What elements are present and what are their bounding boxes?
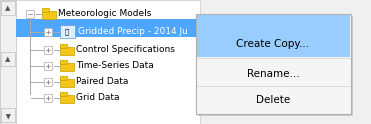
- Bar: [60, 76, 67, 80]
- Bar: [42, 8, 49, 12]
- Bar: [42, 11, 56, 19]
- Bar: [60, 44, 67, 48]
- Bar: [44, 78, 52, 86]
- Bar: [44, 94, 52, 102]
- Text: Time-Series Data: Time-Series Data: [76, 62, 154, 71]
- Text: Control Specifications: Control Specifications: [76, 46, 175, 55]
- Bar: [44, 62, 52, 70]
- Text: 🌧: 🌧: [65, 29, 69, 35]
- Text: Paired Data: Paired Data: [76, 78, 128, 87]
- Bar: [60, 63, 74, 71]
- Bar: [60, 79, 74, 87]
- Text: Meteorologic Models: Meteorologic Models: [58, 10, 151, 18]
- Text: ▲: ▲: [5, 56, 11, 62]
- Bar: [197, 15, 350, 57]
- Text: Gridded Precip - 2014 Ju: Gridded Precip - 2014 Ju: [78, 28, 188, 36]
- Bar: [60, 92, 67, 96]
- Bar: [1, 1, 15, 15]
- Bar: [44, 28, 52, 36]
- Bar: [198, 16, 353, 116]
- Bar: [0, 0, 16, 124]
- Text: ▲: ▲: [5, 5, 11, 11]
- Bar: [60, 25, 75, 38]
- Bar: [60, 47, 74, 55]
- Text: Grid Data: Grid Data: [76, 93, 119, 103]
- Bar: [44, 46, 52, 54]
- Text: Rename...: Rename...: [247, 69, 299, 79]
- Text: Delete: Delete: [256, 95, 290, 105]
- Bar: [1, 52, 15, 66]
- Bar: [16, 0, 200, 124]
- Bar: [16, 19, 200, 37]
- Bar: [26, 10, 34, 18]
- Text: ▲: ▲: [5, 112, 11, 118]
- Text: Create Copy...: Create Copy...: [236, 39, 309, 49]
- Bar: [60, 95, 74, 103]
- Bar: [1, 108, 15, 122]
- Bar: [196, 14, 351, 114]
- Bar: [60, 60, 67, 64]
